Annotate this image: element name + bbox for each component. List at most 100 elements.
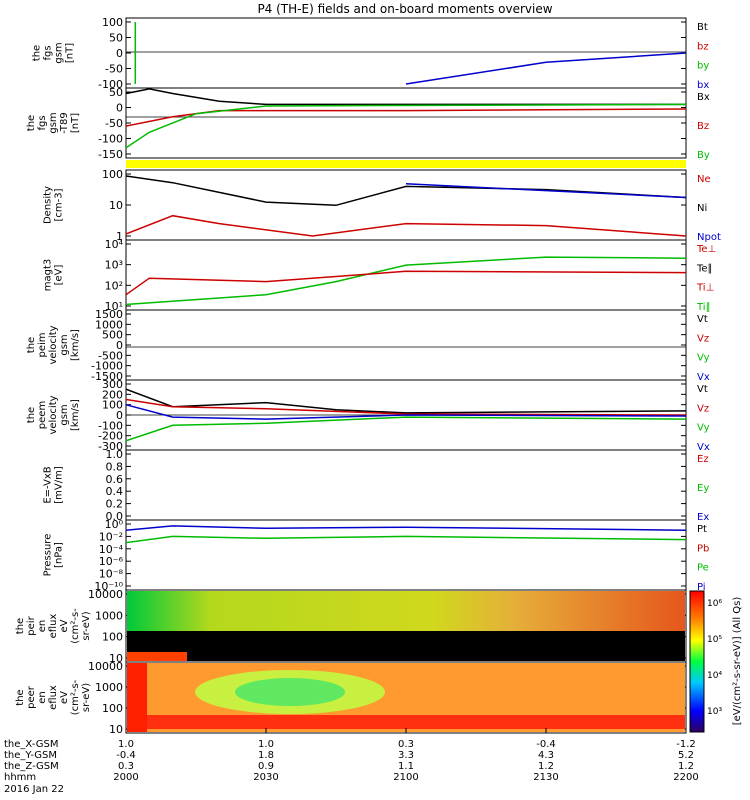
series-line-fgs_mean-Bx bbox=[125, 88, 686, 106]
x-tick-label: 2200 bbox=[673, 772, 698, 783]
spectrogram-peir bbox=[127, 591, 685, 661]
y-tick-label: 10³ bbox=[105, 259, 123, 272]
y-tick-label: 0.4 bbox=[106, 485, 124, 498]
y-tick-label: 10000 bbox=[88, 588, 123, 601]
legend-entry: Ni bbox=[697, 203, 707, 214]
y-axis-label: [nT] bbox=[70, 113, 81, 133]
panel-frame bbox=[125, 519, 687, 591]
y-tick-label: 10 bbox=[109, 723, 123, 736]
x-row-label: hhmm bbox=[4, 772, 36, 783]
y-tick-label: 1.0 bbox=[106, 448, 124, 461]
x-tick-label: 1.2 bbox=[538, 761, 554, 772]
x-axis: the_X-GSMthe_Y-GSMthe_Z-GSMhhmm1.0-0.40.… bbox=[4, 728, 699, 795]
x-tick-label: -1.2 bbox=[676, 739, 696, 750]
y-tick-label: 500 bbox=[102, 329, 123, 342]
y-axis-label: sr-eV) bbox=[81, 683, 92, 712]
x-row-label: the_Z-GSM bbox=[4, 761, 59, 772]
y-tick-label: 50 bbox=[109, 86, 123, 99]
series-line-peem-Vt bbox=[125, 388, 687, 414]
colorbar: 10⁶ 10⁵ 10⁴ 10³ [eV/(cm²-s-sr-eV)] (All Qs) bbox=[689, 590, 743, 733]
y-axis-label: eflux bbox=[48, 685, 59, 710]
y-axis-label: eV bbox=[59, 619, 70, 632]
y-tick-label: 10⁴ bbox=[105, 238, 124, 251]
legend-entry: Vy bbox=[697, 353, 710, 364]
x-tick-label: 2100 bbox=[393, 772, 418, 783]
legend-entry: Vy bbox=[697, 423, 710, 434]
y-tick-label: 0.8 bbox=[106, 460, 124, 473]
spectrogram-peer bbox=[127, 663, 685, 732]
y-axis-label: Density bbox=[43, 186, 54, 224]
panel-peer: 10000 1000 100 10 the peer en eflux eV (cm²-s-sr-… bbox=[15, 660, 687, 736]
legend-entry: Bx bbox=[697, 92, 710, 103]
y-axis-label: [nT] bbox=[65, 43, 76, 63]
legend-entry: Bt bbox=[697, 22, 708, 33]
y-tick-label: 300 bbox=[102, 378, 123, 391]
y-axis-label: the bbox=[32, 45, 43, 61]
y-tick-label: 10⁻⁸ bbox=[99, 568, 124, 581]
y-axis-label: (cm²-s- bbox=[70, 608, 81, 644]
series-line-fgs_mean-By bbox=[125, 103, 687, 149]
x-tick-label: 0.3 bbox=[398, 739, 414, 750]
y-axis-label: the bbox=[26, 407, 37, 423]
x-tick-label: 1.1 bbox=[398, 761, 414, 772]
legend-entry: Ez bbox=[697, 454, 709, 465]
series-line-pressure-Pi bbox=[125, 525, 687, 531]
legend-entry: Ti∥ bbox=[696, 302, 711, 313]
y-tick-label: 100 bbox=[102, 16, 123, 29]
y-tick-label: 10000 bbox=[88, 660, 123, 673]
y-axis-label: eflux bbox=[48, 614, 59, 639]
panel-efield: 1.00.80.60.40.20.0 E=-VxB [mV/m] Ez Ey Ex bbox=[43, 448, 710, 523]
y-axis-label: [nPa] bbox=[54, 542, 65, 568]
legend-entry: By bbox=[697, 150, 710, 161]
y-axis-label: (cm²-s- bbox=[70, 679, 81, 715]
y-tick-label: 100 bbox=[102, 702, 123, 715]
legend-entry: by bbox=[697, 61, 709, 72]
panel-frame bbox=[125, 449, 687, 521]
y-axis-label: [km/s] bbox=[70, 329, 81, 361]
y-tick-label: 0 bbox=[116, 339, 123, 352]
y-axis-label: the bbox=[15, 689, 26, 705]
y-axis-label: -T89 bbox=[59, 112, 70, 134]
legend-entry: Ti⊥ bbox=[696, 283, 714, 294]
y-tick-label: 1000 bbox=[95, 609, 123, 622]
y-axis-label: [mV/m] bbox=[54, 466, 65, 504]
panel-frame bbox=[125, 17, 687, 89]
series-line-temp-Te⊥ bbox=[125, 270, 687, 296]
x-tick-label: 3.3 bbox=[398, 750, 414, 761]
y-axis-label: en bbox=[37, 620, 48, 633]
y-tick-label: 10⁻⁶ bbox=[99, 555, 124, 568]
y-tick-label: 10² bbox=[105, 279, 123, 292]
series-line-density-Ni bbox=[125, 175, 687, 207]
x-row-label: the_X-GSM bbox=[4, 739, 58, 750]
legend-entry: Pt bbox=[697, 524, 707, 535]
y-axis-label: [eV] bbox=[54, 265, 65, 286]
x-tick-label: 2000 bbox=[113, 772, 138, 783]
legend-entry: Ey bbox=[697, 483, 709, 494]
legend-entry: Pi bbox=[697, 582, 706, 593]
y-axis-label: peer bbox=[26, 685, 37, 709]
x-tick-label: 2130 bbox=[533, 772, 558, 783]
chart-title: P4 (TH-E) fields and on-board moments ov… bbox=[257, 2, 552, 16]
date-label: 2016 Jan 22 bbox=[4, 784, 64, 795]
legend-entry: Npot bbox=[697, 232, 721, 243]
panel-fgs_mean: 50 0 -50 -100 -150 the fgs gsm -T89 [nT] Bx Bz By bbox=[26, 86, 710, 161]
panel-frame bbox=[125, 239, 687, 311]
colorbar-tick-label: 10⁵ bbox=[707, 635, 722, 645]
x-tick-label: -0.4 bbox=[536, 739, 556, 750]
x-row-label: the_Y-GSM bbox=[4, 750, 57, 761]
legend-entry: Te⊥ bbox=[696, 244, 716, 255]
legend-entry: Vz bbox=[697, 333, 709, 344]
series-line-pressure-Pe bbox=[125, 535, 687, 544]
y-tick-label: 10 bbox=[109, 652, 123, 665]
y-tick-label: 10⁻¹⁰ bbox=[94, 580, 123, 593]
y-tick-label: 10⁻⁴ bbox=[99, 543, 124, 556]
y-tick-label: 0 bbox=[116, 102, 123, 115]
x-tick-label: -0.4 bbox=[116, 750, 136, 761]
legend-entry: Vz bbox=[697, 403, 709, 414]
legend-entry: Vt bbox=[697, 314, 708, 325]
series-line-peem-Vz bbox=[125, 398, 687, 416]
y-tick-label: -200 bbox=[98, 430, 123, 443]
panel-frame bbox=[125, 309, 687, 381]
x-tick-label: 1.0 bbox=[118, 739, 134, 750]
